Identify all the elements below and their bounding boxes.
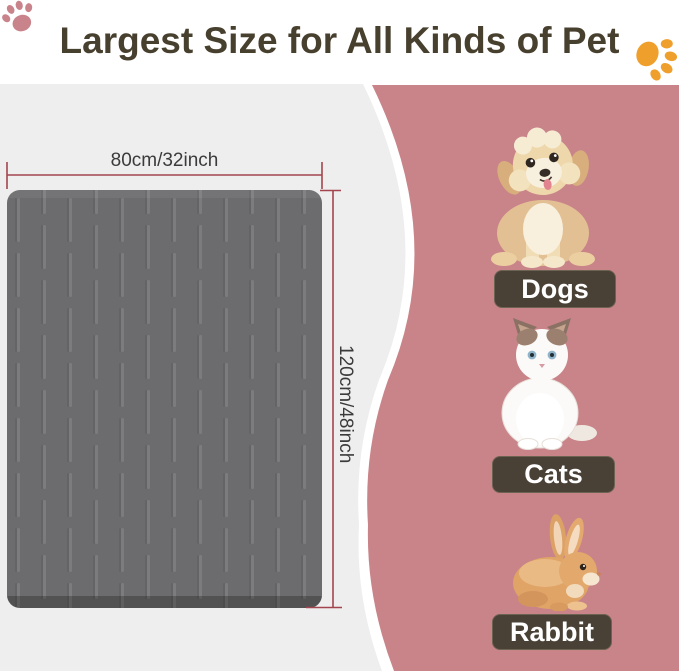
dog-photo — [491, 127, 595, 268]
width-dimension-label: 80cm/32inch — [110, 150, 219, 171]
mat-surface — [7, 190, 322, 608]
paw-print-icon — [2, 0, 33, 32]
page-title: Largest Size for All Kinds of Pet — [59, 20, 620, 61]
pet-mat-image — [7, 190, 322, 608]
dog-head — [497, 127, 589, 196]
dog-label: Dogs — [494, 270, 616, 308]
rabbit-photo — [513, 514, 601, 611]
cat-photo — [501, 318, 597, 450]
cat-label: Cats — [492, 456, 615, 493]
right-panel-bg — [367, 85, 679, 671]
paw-print-icon — [636, 39, 678, 81]
rabbit-label: Rabbit — [492, 614, 612, 650]
mat-bottom-edge — [7, 596, 322, 608]
height-dimension-label: 120cm/48inch — [335, 345, 356, 464]
